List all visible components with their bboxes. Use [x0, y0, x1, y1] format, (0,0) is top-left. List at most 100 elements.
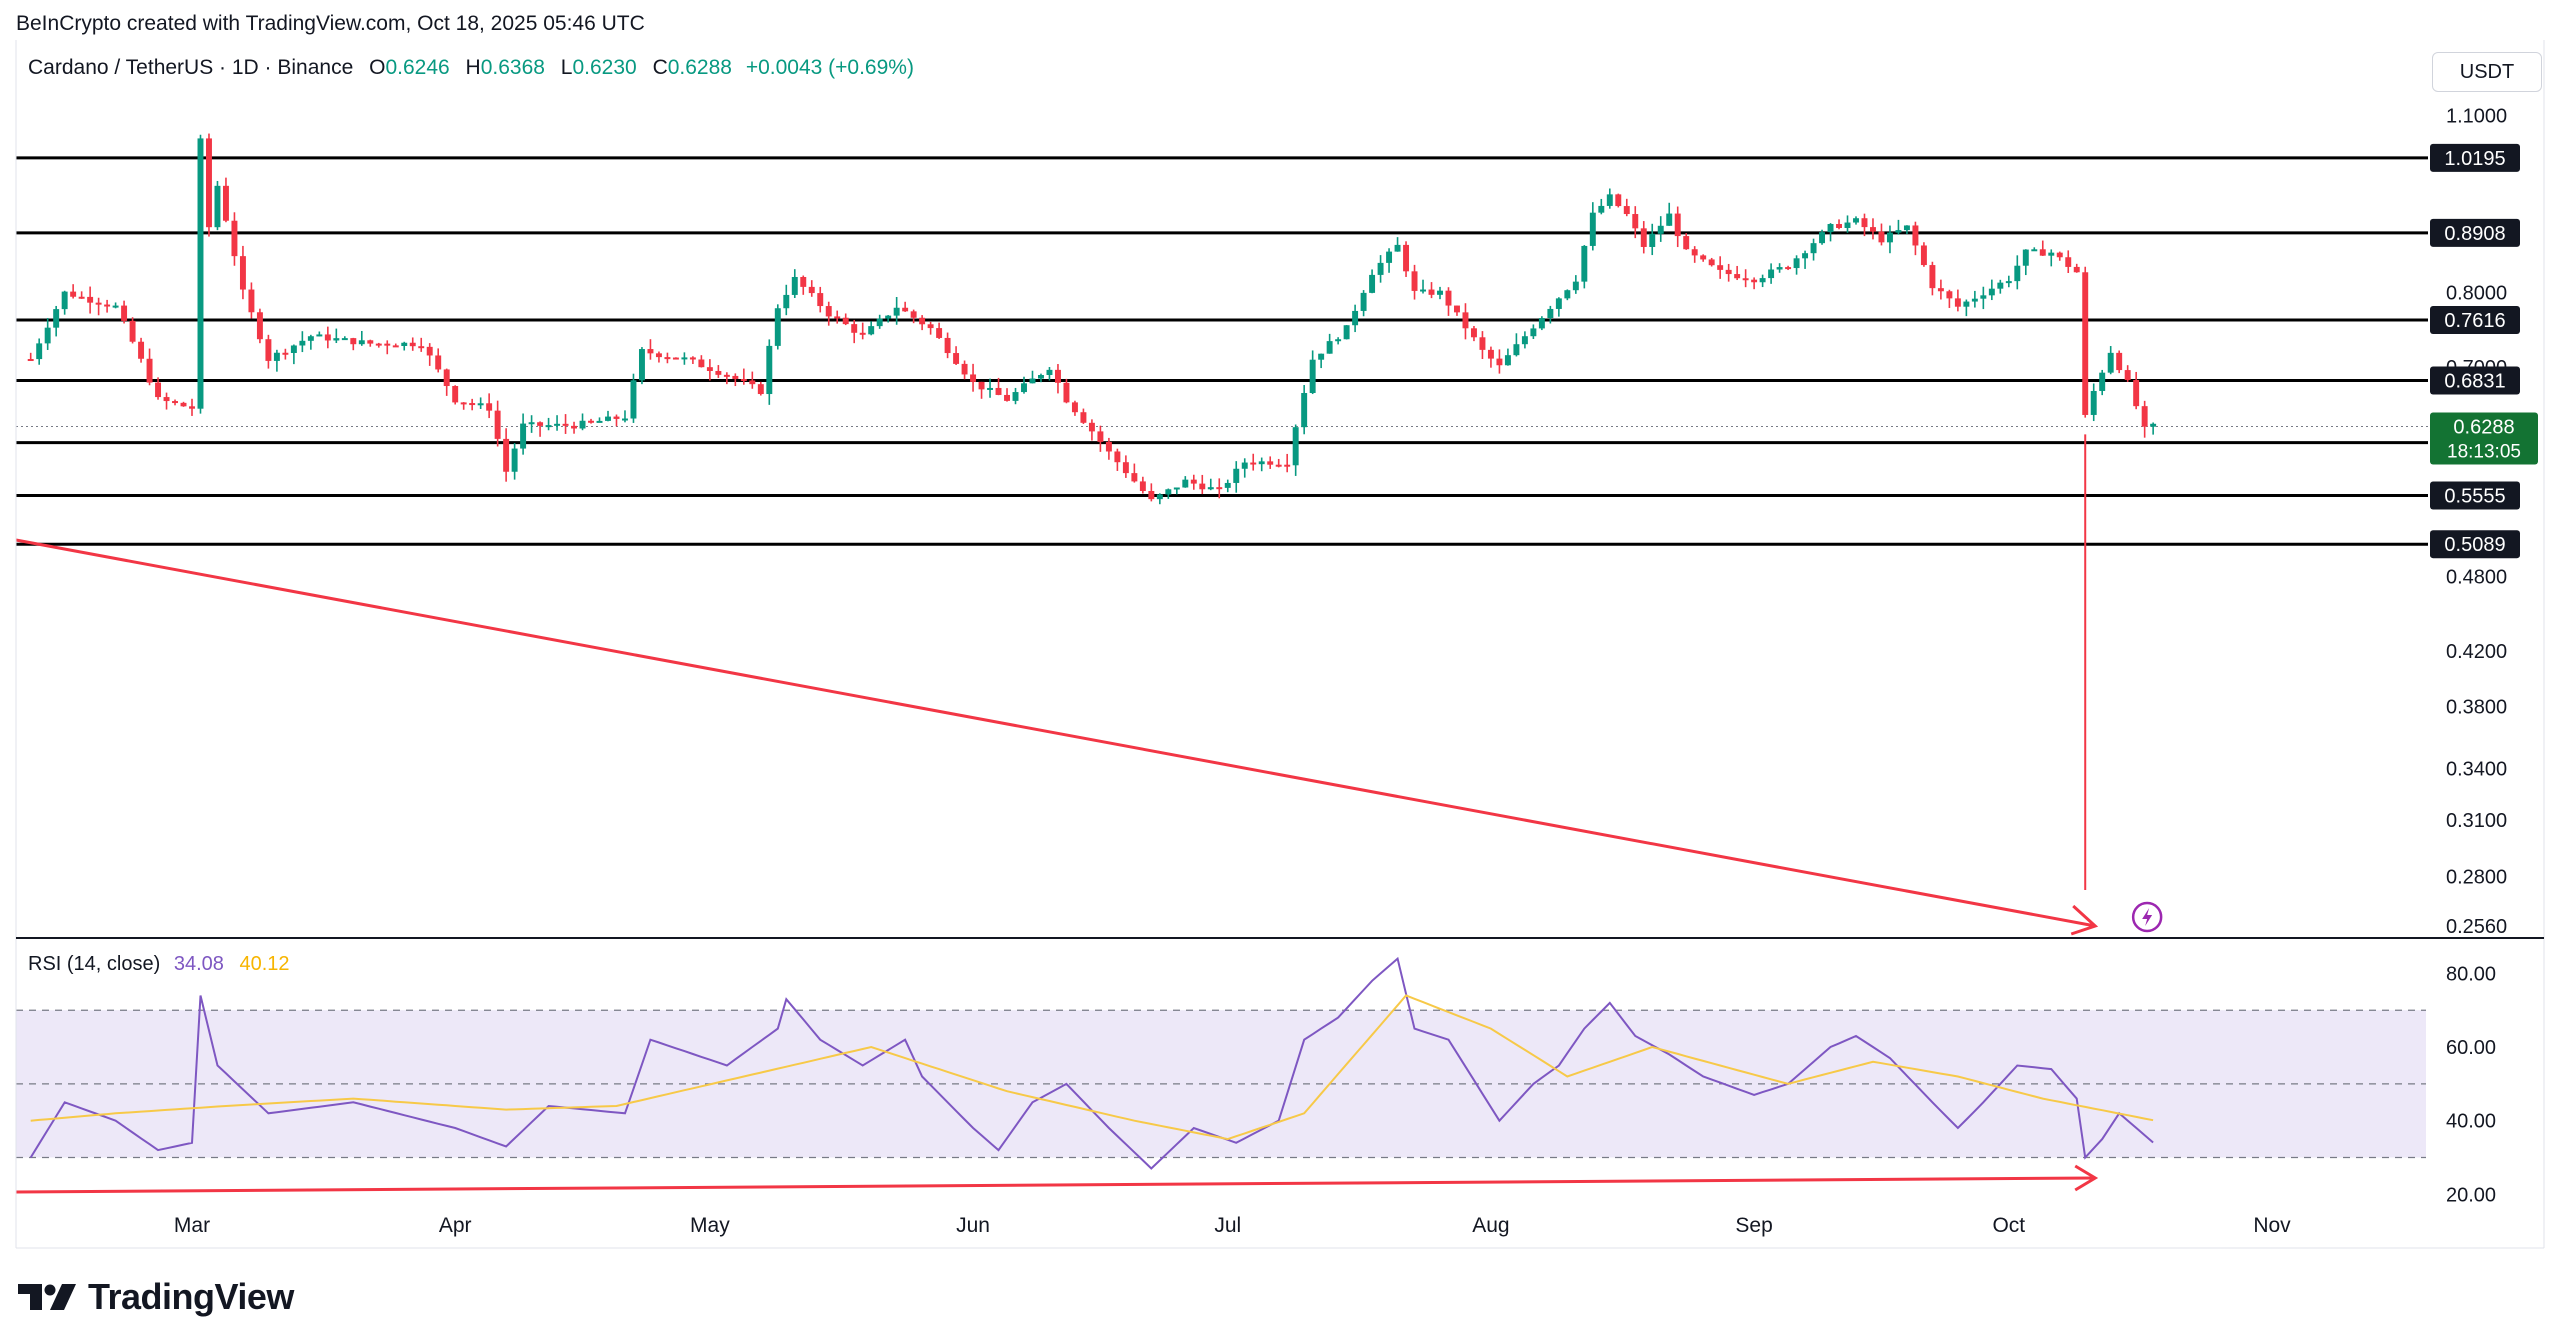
- currency-button[interactable]: USDT: [2432, 52, 2542, 92]
- candle-body: [885, 315, 892, 319]
- price-tick-label: 0.3100: [2446, 810, 2507, 832]
- candle-body: [706, 367, 713, 371]
- candle-body: [1802, 253, 1809, 259]
- candle-body: [2005, 281, 2012, 284]
- candle-body: [1954, 298, 1961, 307]
- candle-body: [1844, 222, 1851, 228]
- rsi-label[interactable]: RSI (14, close): [28, 953, 161, 975]
- candle-body: [1946, 291, 1953, 299]
- candle-body: [953, 353, 960, 364]
- candle-body: [1912, 225, 1919, 246]
- downtrend-arrow-line: [15, 538, 2096, 928]
- candle-body: [851, 324, 858, 333]
- candle-body: [1199, 483, 1206, 490]
- axes: 1.10000.80000.70000.48000.42000.38000.34…: [15, 40, 2545, 1249]
- countdown-label: 18:13:05: [2447, 442, 2521, 463]
- candle-body: [1776, 267, 1783, 270]
- candle-body: [273, 352, 280, 361]
- candle-body: [163, 397, 170, 402]
- candle-body: [1114, 451, 1121, 463]
- candle-body: [1589, 212, 1596, 246]
- level-badge: [2430, 218, 2520, 247]
- candle-body: [1666, 213, 1673, 226]
- tradingview-logo[interactable]: TradingView: [18, 1276, 294, 1318]
- candle-body: [375, 343, 382, 346]
- candle-body: [1275, 464, 1282, 467]
- candle-body: [622, 418, 628, 421]
- candle-body: [1963, 301, 1970, 307]
- candle-body: [1683, 236, 1690, 250]
- candle-body: [1810, 243, 1817, 254]
- candle-body: [1071, 402, 1078, 413]
- candle-body: [868, 326, 875, 335]
- x-tick-label: Apr: [439, 1214, 472, 1237]
- candle-body: [197, 138, 204, 409]
- candle-body: [2082, 272, 2089, 415]
- candle-body: [545, 425, 552, 428]
- candle-body: [1216, 487, 1223, 490]
- candle-body: [1029, 378, 1036, 384]
- candle-body: [1165, 489, 1172, 495]
- candle-body: [486, 403, 493, 411]
- candle-body: [70, 291, 77, 297]
- candle-body: [138, 341, 145, 359]
- candle-body: [1292, 427, 1299, 466]
- candle-body: [1785, 267, 1792, 270]
- x-tick-label: Jun: [956, 1214, 990, 1237]
- candle-body: [1903, 225, 1910, 231]
- candle-body: [588, 420, 594, 423]
- price-tick-label: 0.4200: [2446, 641, 2507, 663]
- x-tick-label: May: [690, 1214, 730, 1237]
- candle-body: [723, 374, 730, 377]
- candle-body: [995, 387, 1002, 395]
- level-badge-label: 1.0195: [2444, 148, 2505, 170]
- horizontal-levels: [16, 156, 2428, 546]
- candle-body: [206, 138, 212, 228]
- tradingview-logo-text: TradingView: [88, 1276, 294, 1317]
- candle-body: [1462, 312, 1469, 329]
- candle-body: [155, 382, 162, 398]
- candle-body: [1309, 359, 1316, 393]
- candle-body: [1428, 289, 1435, 295]
- candle-body: [1929, 265, 1936, 289]
- candle-body: [638, 349, 645, 381]
- candle-body: [1054, 369, 1061, 383]
- candle-body: [562, 423, 569, 426]
- candle-body: [2116, 352, 2123, 371]
- candle-body: [172, 401, 178, 404]
- candle-body: [1156, 494, 1163, 500]
- candle-body: [443, 369, 450, 387]
- x-tick-label: Sep: [1735, 1214, 1772, 1237]
- candle-body: [1386, 251, 1393, 263]
- candle-body: [307, 336, 314, 341]
- candle-body: [554, 423, 561, 426]
- level-badge-label: 0.5555: [2444, 485, 2505, 507]
- candle-body: [1394, 244, 1401, 252]
- current-price-badge: [2430, 412, 2538, 465]
- candle-body: [1657, 225, 1664, 234]
- candle-body: [256, 312, 263, 340]
- candle-body: [189, 406, 195, 409]
- candle-body: [2039, 249, 2046, 256]
- candle-body: [1530, 328, 1537, 337]
- candle-body: [1606, 194, 1613, 206]
- candle-body: [1454, 305, 1460, 313]
- candle-body: [87, 296, 94, 303]
- candle-body: [1742, 278, 1749, 281]
- candle-body: [392, 345, 399, 348]
- downtrend-arrow-head: [2070, 904, 2099, 936]
- candle-body: [1598, 205, 1605, 213]
- candle-body: [401, 342, 408, 346]
- candle-body: [791, 276, 798, 295]
- candle-body: [316, 334, 323, 337]
- candle-body: [978, 381, 985, 390]
- candle-body: [1615, 194, 1622, 207]
- candle-body: [715, 370, 722, 375]
- candle-body: [825, 306, 832, 317]
- candle-body: [1352, 310, 1359, 326]
- rsi-tick-label: 20.00: [2446, 1184, 2496, 1206]
- symbol-title[interactable]: Cardano / TetherUS · 1D · Binance: [28, 56, 354, 79]
- candle-body: [1827, 224, 1834, 233]
- candle-body: [1564, 290, 1571, 299]
- candle-body: [919, 317, 926, 325]
